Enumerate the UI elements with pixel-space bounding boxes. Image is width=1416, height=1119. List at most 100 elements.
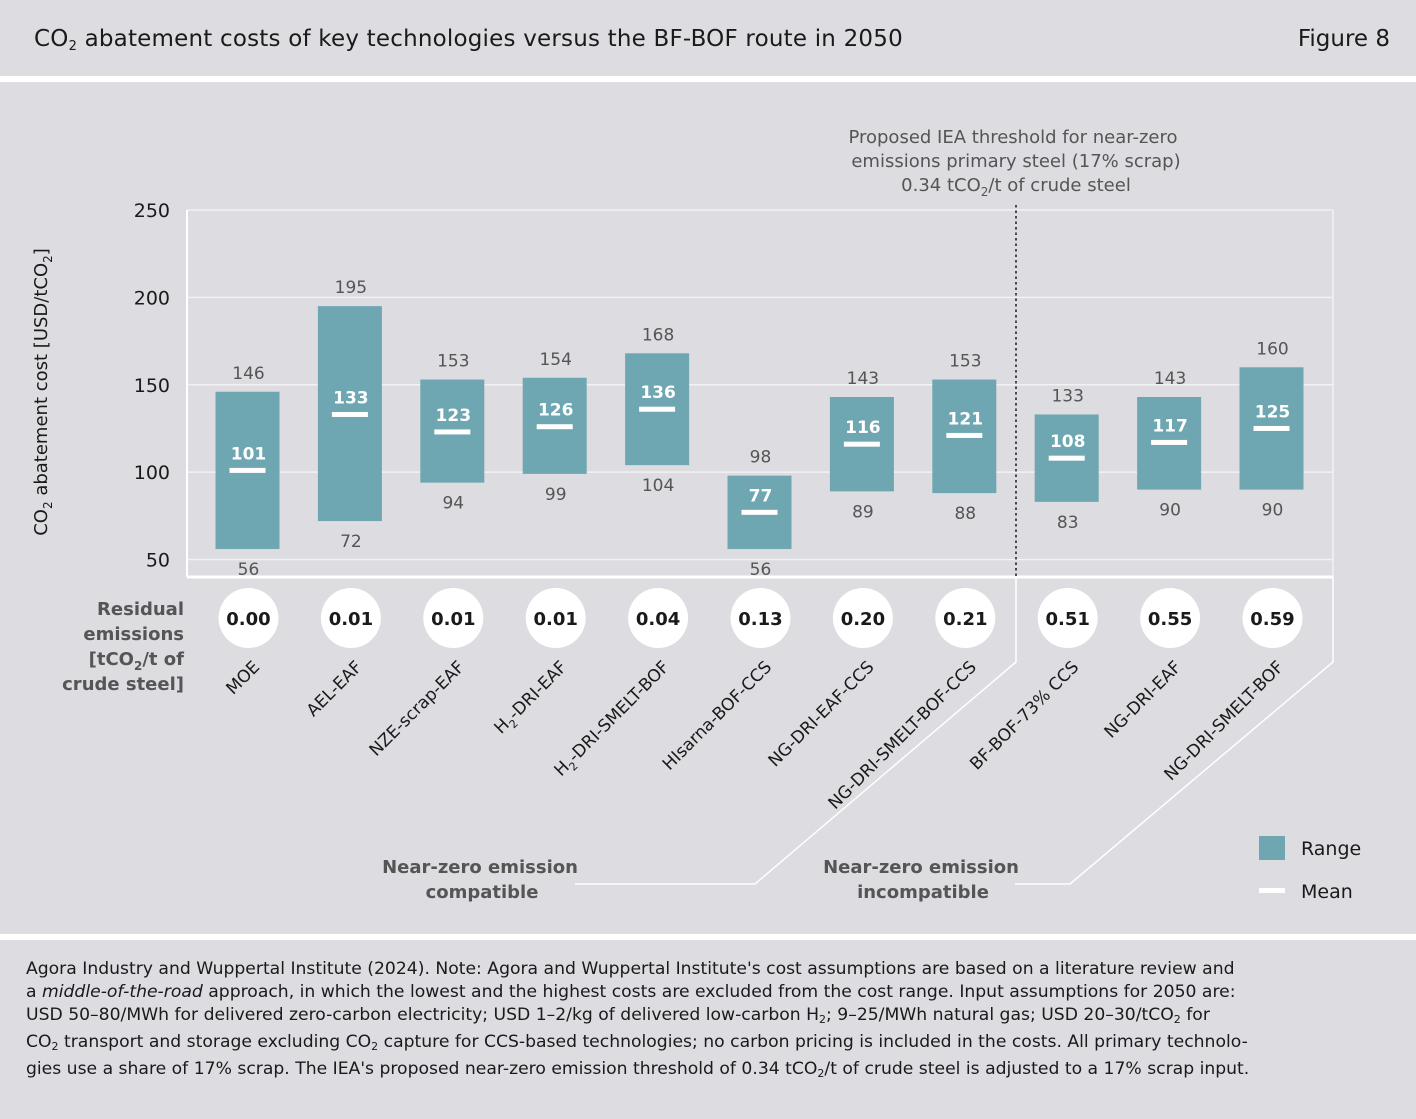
residual-value-6: 0.20 [841,609,885,630]
mean-label-7: 121 [948,409,984,429]
residual-value-4: 0.04 [636,609,680,630]
mean-marker-3 [536,424,573,430]
low-label-3: 99 [545,485,567,505]
header-bar: CO2 abatement costs of key technologies … [0,0,1416,76]
mean-marker-0 [229,467,266,473]
low-label-4: 104 [642,476,674,496]
threshold-line-3: 0.34 tCO2/t of crude steel [901,175,1131,199]
svg-text:emissions: emissions [83,624,184,645]
residual-emissions-label: Residual emissions [tCO2/t of crude stee… [62,599,184,695]
y-tick-label-50: 50 [146,550,170,572]
high-label-3: 154 [539,350,571,370]
y-axis-label: CO2 abatement cost [USD/tCO2] [31,248,55,536]
mean-marker-5 [741,509,778,515]
mean-marker-7 [946,432,983,438]
mean-label-3: 126 [538,401,574,421]
bracket-compatible [575,577,1017,885]
residual-circle-9 [1140,588,1201,648]
residual-circle-5 [730,588,791,648]
svg-text:Residual: Residual [97,599,184,620]
y-tick-label-200: 200 [134,287,170,309]
group-label-compatible: Near-zero emission compatible [382,857,578,903]
residual-circle-8 [1037,588,1098,648]
high-label-6: 143 [847,369,879,389]
mean-marker-2 [434,429,471,435]
residual-circle-0 [218,588,279,648]
residual-value-0: 0.00 [226,609,270,630]
residual-circle-7 [935,588,996,648]
legend-mean-label: Mean [1301,881,1353,903]
category-label-4: H2-DRI-SMELT-BOF [550,657,675,782]
category-label-1: AEL-EAF [303,657,367,721]
mean-label-5: 77 [749,486,773,506]
residual-value-8: 0.51 [1045,609,1089,630]
svg-text:Near-zero emission: Near-zero emission [823,857,1019,878]
residual-value-9: 0.55 [1148,609,1192,630]
mean-label-1: 133 [333,388,369,408]
low-label-9: 90 [1159,501,1181,521]
residual-value-7: 0.21 [943,609,987,630]
labels-layer: 50 100 150 200 250 101 146 56 0.00 MOE 133 195 72 0.0… [134,200,1295,814]
y-tick-label-100: 100 [134,462,170,484]
mean-marker-4 [639,406,676,412]
low-label-10: 90 [1262,501,1284,521]
y-tick-label-250: 250 [134,200,170,222]
residual-value-1: 0.01 [329,609,373,630]
residual-value-2: 0.01 [431,609,475,630]
low-label-7: 88 [954,504,976,524]
category-label-5: HIsarna-BOF-CCS [659,657,776,774]
y-tick-label-150: 150 [134,375,170,397]
residual-circle-1 [320,588,381,648]
high-label-7: 153 [949,352,981,372]
mean-marker-9 [1151,439,1188,445]
residual-circle-3 [525,588,586,648]
svg-text:incompatible: incompatible [857,882,989,903]
category-label-0: MOE [222,657,264,699]
low-label-5: 56 [750,560,772,580]
residual-circle-2 [423,588,484,648]
threshold-line-2: emissions primary steel (17% scrap) [851,151,1180,172]
threshold-line-1: Proposed IEA threshold for near-zero [848,127,1177,148]
svg-text:[tCO2/t of: [tCO2/t of [89,649,185,673]
category-label-8: BF-BOF-73% CCS [966,657,1083,774]
mean-label-2: 123 [436,406,472,426]
category-label-3: H2-DRI-EAF [491,657,574,740]
high-label-9: 143 [1154,369,1186,389]
bracket-incompatible [1015,577,1334,885]
source-note: Agora Industry and Wuppertal Institute (… [26,959,1250,1080]
mean-label-9: 117 [1152,416,1188,436]
mean-marker-10 [1253,425,1290,431]
svg-text:compatible: compatible [426,882,539,903]
legend-range-label: Range [1301,838,1361,860]
bars-layer [215,306,1304,648]
mean-marker-8 [1048,455,1085,461]
mean-label-4: 136 [640,383,676,403]
threshold-annotation: Proposed IEA threshold for near-zero emi… [848,127,1180,199]
high-label-0: 146 [232,364,264,384]
category-label-9: NG-DRI-EAF [1101,657,1186,742]
chart-svg: 50 100 150 200 250 101 146 56 0.00 MOE 133 195 72 0.0… [31,127,1361,903]
frame-layer [186,205,1334,885]
mean-label-8: 108 [1050,432,1086,452]
high-label-10: 160 [1256,339,1288,359]
high-label-4: 168 [642,325,674,345]
mean-marker-1 [331,411,368,417]
residual-value-3: 0.01 [533,609,577,630]
low-label-1: 72 [340,532,362,552]
high-label-5: 98 [750,448,772,468]
high-label-2: 153 [437,352,469,372]
residual-circle-6 [832,588,893,648]
legend-mean-swatch [1259,888,1285,893]
residual-value-5: 0.13 [738,609,782,630]
mean-label-10: 125 [1255,402,1291,422]
mean-label-6: 116 [845,418,881,438]
svg-text:crude steel]: crude steel] [62,674,184,695]
category-label-2: NZE-scrap-EAF [366,657,469,760]
residual-circle-4 [628,588,689,648]
mean-marker-6 [843,441,880,447]
category-label-6: NG-DRI-EAF-CCS [765,657,879,771]
footer-panel [0,940,1416,1119]
residual-value-10: 0.59 [1250,609,1294,630]
svg-text:Near-zero emission: Near-zero emission [382,857,578,878]
legend: Range Mean [1259,836,1361,903]
